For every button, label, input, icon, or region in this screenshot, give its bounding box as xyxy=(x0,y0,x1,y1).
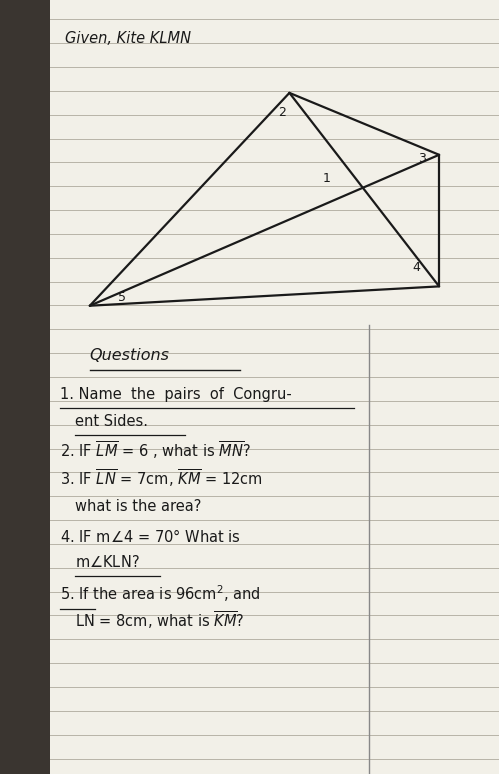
Text: 2. IF $\overline{LM}$ = 6 , what is $\overline{MN}$?: 2. IF $\overline{LM}$ = 6 , what is $\ov… xyxy=(60,439,250,461)
Text: ent Sides.: ent Sides. xyxy=(75,413,148,429)
Text: 3: 3 xyxy=(418,152,426,165)
Text: 5. If the area is 96cm$^2$, and: 5. If the area is 96cm$^2$, and xyxy=(60,583,260,604)
Text: Questions: Questions xyxy=(90,348,170,363)
Text: what is the area?: what is the area? xyxy=(75,498,201,514)
Text: Given, Kite KLMN: Given, Kite KLMN xyxy=(65,30,191,46)
Text: 4: 4 xyxy=(413,261,421,273)
Text: 2: 2 xyxy=(278,106,286,118)
Text: 1. Name  the  pairs  of  Congru-: 1. Name the pairs of Congru- xyxy=(60,386,291,402)
Text: 3. IF $\overline{LN}$ = 7cm, $\overline{KM}$ = 12cm: 3. IF $\overline{LN}$ = 7cm, $\overline{… xyxy=(60,467,263,489)
Text: 4. IF m$\angle$4 = 70° What is: 4. IF m$\angle$4 = 70° What is xyxy=(60,528,241,545)
Text: 1: 1 xyxy=(323,172,331,184)
Text: LN = 8cm, what is $\overline{KM}$?: LN = 8cm, what is $\overline{KM}$? xyxy=(75,609,244,631)
Text: 5: 5 xyxy=(118,292,126,304)
Bar xyxy=(0,0,50,774)
Text: m$\angle$KLN?: m$\angle$KLN? xyxy=(75,553,140,570)
